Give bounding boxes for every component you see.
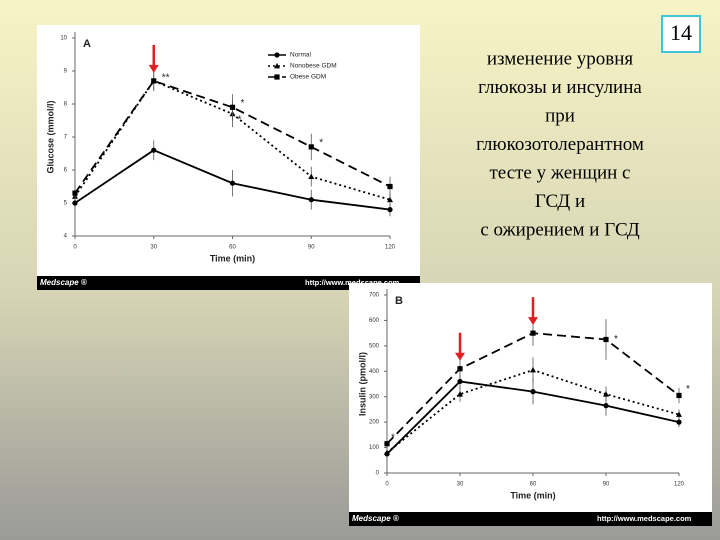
y-axis-label: Insulin (pmol/l) [357,352,367,416]
x-tick-label: 30 [150,245,157,251]
footer-url: http://www.medscape.com [305,278,400,287]
y-tick-label: 300 [369,394,380,400]
slide-number: 14 [670,20,692,45]
footer-bar [349,512,712,526]
y-tick-label: 400 [369,369,380,375]
y-tick-label: 0 [376,471,380,477]
annotation: * [319,138,323,149]
slide-text: изменение уровня глюкозы и инсулина при глю… [476,48,644,240]
x-tick-label: 0 [73,245,77,251]
data-point [676,392,682,399]
x-tick-label: 30 [457,482,464,488]
data-point [229,104,236,110]
text-line: глюкозотолерантном [476,134,644,155]
slide-number-box [661,15,701,53]
x-tick-label: 120 [385,245,396,251]
data-point [603,391,609,397]
data-point [308,173,315,179]
annotation: * [241,98,245,109]
data-point [530,367,536,373]
legend-label: Nonobese GDM [290,63,337,70]
legend-label: Obese GDM [290,74,326,81]
x-tick-label: 90 [603,482,610,488]
arrow-head [528,317,538,326]
data-point [387,183,393,190]
legend-marker [274,52,280,58]
data-point [384,441,390,447]
y-tick-label: 4 [64,234,68,240]
y-tick-label: 10 [60,36,67,42]
data-point [308,197,314,203]
y-tick-label: 7 [64,135,68,141]
text-line: при [545,105,575,126]
chart-b: 0 100 200 300 400 500 600 700 0 30 60 90 120 Time (mi… [349,283,712,526]
x-tick-label: 120 [674,482,685,488]
x-axis-label: Time (min) [210,253,255,263]
text-line: с ожирением и ГСД [480,219,639,240]
y-tick-label: 600 [369,318,380,324]
chart-panel [349,283,712,526]
annotation: * [614,334,618,345]
data-point [308,144,314,150]
data-point [151,78,157,84]
legend-marker [274,74,280,80]
legend-marker [274,63,280,69]
data-point [457,391,463,397]
y-tick-label: 100 [369,445,380,451]
chart-title: A [83,38,91,50]
text-line: тесте у женщин с [489,162,630,183]
annotation: * [391,432,395,443]
data-point [72,200,78,206]
footer-url: http://www.medscape.com [597,514,692,523]
data-point [387,196,393,203]
annotation: ** [162,73,170,84]
annotation: * [686,384,690,395]
annotation: * [238,115,242,126]
data-point [530,389,536,395]
arrow-head [455,352,465,361]
series-line [74,79,391,194]
data-point [530,330,536,336]
footer-bar [37,276,420,290]
data-point [387,207,393,213]
data-point [72,190,78,196]
data-point [384,449,390,456]
y-tick-label: 700 [369,293,380,299]
data-point [603,336,609,343]
x-tick-label: 60 [530,482,537,488]
data-point [603,403,609,409]
footer-brand: Medscape ® [40,278,87,287]
y-tick-label: 8 [64,102,68,108]
y-tick-label: 5 [64,201,68,207]
y-tick-label: 200 [369,420,380,426]
x-tick-label: 60 [229,245,236,251]
text-line: глюкозы и инсулина [478,77,642,98]
legend-label: Normal [290,52,312,59]
text-line: изменение уровня [487,48,634,69]
y-tick-label: 9 [64,69,68,75]
y-tick-label: 500 [369,343,380,349]
y-tick-label: 6 [64,168,68,174]
x-axis-label: Time (min) [510,490,555,500]
data-point [151,147,157,153]
data-point [229,180,236,186]
text-line: ГСД и [535,191,585,212]
data-point [457,378,463,385]
data-point [676,419,682,425]
footer-brand: Medscape ® [352,514,399,523]
chart-a: 4 5 6 7 8 9 10 0 30 60 90 120 Time (min) Glucose (mmo… [37,25,420,290]
chart-title: B [395,295,403,307]
data-point [457,366,463,372]
arrow-head [148,64,159,73]
x-tick-label: 0 [385,482,389,488]
data-point [676,411,682,417]
y-axis-label: Glucose (mmol/l) [45,100,55,173]
x-tick-label: 90 [308,245,315,251]
